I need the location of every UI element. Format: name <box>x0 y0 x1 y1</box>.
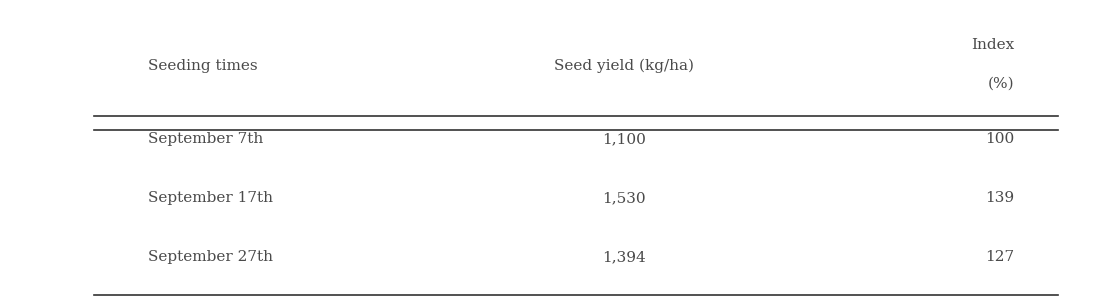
Text: 1,100: 1,100 <box>602 132 646 146</box>
Text: September 27th: September 27th <box>148 250 273 264</box>
Text: (%): (%) <box>987 76 1015 91</box>
Text: Seeding times: Seeding times <box>148 59 258 73</box>
Text: 1,394: 1,394 <box>602 250 646 264</box>
Text: 1,530: 1,530 <box>602 191 646 205</box>
Text: Index: Index <box>971 38 1015 52</box>
Text: September 17th: September 17th <box>148 191 273 205</box>
Text: 139: 139 <box>985 191 1015 205</box>
Text: 127: 127 <box>985 250 1015 264</box>
Text: September 7th: September 7th <box>148 132 263 146</box>
Text: 100: 100 <box>985 132 1015 146</box>
Text: Seed yield (kg/ha): Seed yield (kg/ha) <box>554 59 694 73</box>
